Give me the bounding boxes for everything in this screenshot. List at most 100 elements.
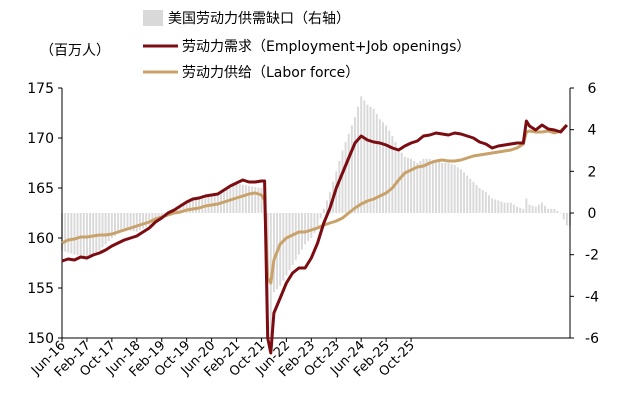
gap-bar	[453, 165, 456, 213]
gap-bar	[129, 213, 132, 231]
gap-bar	[459, 169, 462, 213]
gap-bar	[272, 213, 275, 293]
gap-bar	[241, 184, 244, 213]
gap-bar	[444, 163, 447, 213]
gap-bar	[64, 213, 67, 252]
left-tick-label: 155	[27, 281, 54, 297]
gap-bar	[484, 192, 487, 213]
gap-bar	[559, 213, 562, 214]
gap-bar	[428, 158, 431, 213]
gap-bar	[497, 200, 500, 213]
gap-bar	[565, 213, 568, 226]
gap-bar	[101, 213, 104, 248]
right-tick-label: -2	[585, 248, 599, 264]
gap-bar	[338, 160, 341, 213]
gap-bar	[294, 213, 297, 260]
right-tick-label: 4	[588, 123, 597, 139]
gap-bar	[182, 204, 185, 213]
gap-bar	[95, 213, 98, 253]
gap-bar	[288, 213, 291, 271]
left-tick-label: 160	[27, 231, 54, 247]
gap-bar	[142, 213, 144, 229]
gap-bar	[516, 206, 518, 213]
right-tick-label: 2	[588, 164, 597, 180]
right-tick-label: 6	[588, 81, 597, 97]
gap-bar	[478, 188, 481, 213]
gap-bar	[491, 198, 494, 213]
gap-bar	[79, 213, 82, 256]
gap-bar	[375, 114, 378, 213]
gap-bar	[534, 206, 537, 213]
gap-bar	[403, 156, 406, 213]
gap-bar	[251, 186, 254, 213]
gap-bar	[157, 213, 160, 220]
gap-bar	[319, 213, 322, 219]
gap-bar	[528, 204, 531, 213]
gap-bar	[307, 213, 310, 242]
legend: 美国劳动力供需缺口（右轴） 劳动力需求（Employment+Job openi…	[143, 10, 470, 81]
gap-bar	[304, 213, 307, 245]
gap-bar	[160, 213, 163, 218]
gap-bar	[120, 213, 123, 232]
left-tick-label: 170	[27, 131, 54, 147]
gap-bar	[540, 202, 543, 213]
left-tick-label: 150	[27, 331, 54, 347]
gap-bar	[341, 150, 344, 213]
gap-bar	[450, 164, 453, 213]
gap-bar	[92, 213, 95, 254]
left-tick-label: 165	[27, 181, 54, 197]
gap-bar	[82, 213, 85, 257]
gap-bar	[422, 158, 425, 213]
gap-bar	[388, 130, 391, 213]
legend-gap-swatch	[143, 10, 163, 26]
gap-bar	[98, 213, 101, 251]
gap-bar	[441, 163, 444, 213]
gap-bar	[363, 100, 366, 213]
gap-bar	[114, 213, 116, 236]
gap-bar	[438, 161, 441, 213]
gap-bar	[185, 202, 188, 213]
gap-bar	[350, 125, 353, 213]
gap-bar	[154, 213, 157, 222]
gap-bar	[347, 133, 350, 213]
gap-bar	[107, 213, 110, 242]
gap-bar	[89, 213, 92, 256]
gap-bar	[488, 195, 490, 213]
gap-bar	[201, 196, 204, 213]
legend-demand-label: 劳动力需求（Employment+Job openings）	[182, 39, 470, 55]
left-tick-label: 175	[27, 81, 54, 97]
gap-bar	[547, 208, 550, 213]
gap-bar	[254, 186, 257, 213]
gap-bar	[151, 213, 154, 224]
gap-bar	[135, 213, 138, 232]
gap-bar	[413, 160, 416, 213]
gap-bar	[148, 213, 151, 226]
gap-bar	[400, 152, 403, 213]
gap-bar	[322, 208, 325, 213]
gap-bar	[562, 213, 565, 220]
gap-bar	[73, 213, 76, 255]
gap-bar	[123, 213, 126, 230]
gap-bar	[188, 201, 191, 213]
gap-bar	[500, 201, 503, 213]
demand-series-line	[61, 119, 569, 355]
right-tick-label: 0	[588, 206, 597, 222]
gap-bar	[70, 213, 73, 254]
gap-bar	[244, 185, 247, 213]
right-tick-label: -4	[585, 289, 599, 305]
gap-bar	[85, 213, 88, 257]
gap-bar	[544, 205, 547, 213]
gap-bar	[506, 202, 509, 213]
gap-bar	[550, 208, 553, 213]
gap-bar	[316, 213, 319, 228]
left-axis-unit: （百万人）	[40, 43, 110, 59]
gap-bar	[463, 172, 466, 213]
gap-bar	[297, 213, 300, 255]
gap-bar	[357, 106, 360, 213]
gap-bar	[313, 213, 316, 233]
gap-bar	[145, 213, 148, 228]
gap-bar	[469, 178, 472, 213]
gap-bar	[260, 188, 263, 213]
gap-bar	[110, 213, 113, 238]
